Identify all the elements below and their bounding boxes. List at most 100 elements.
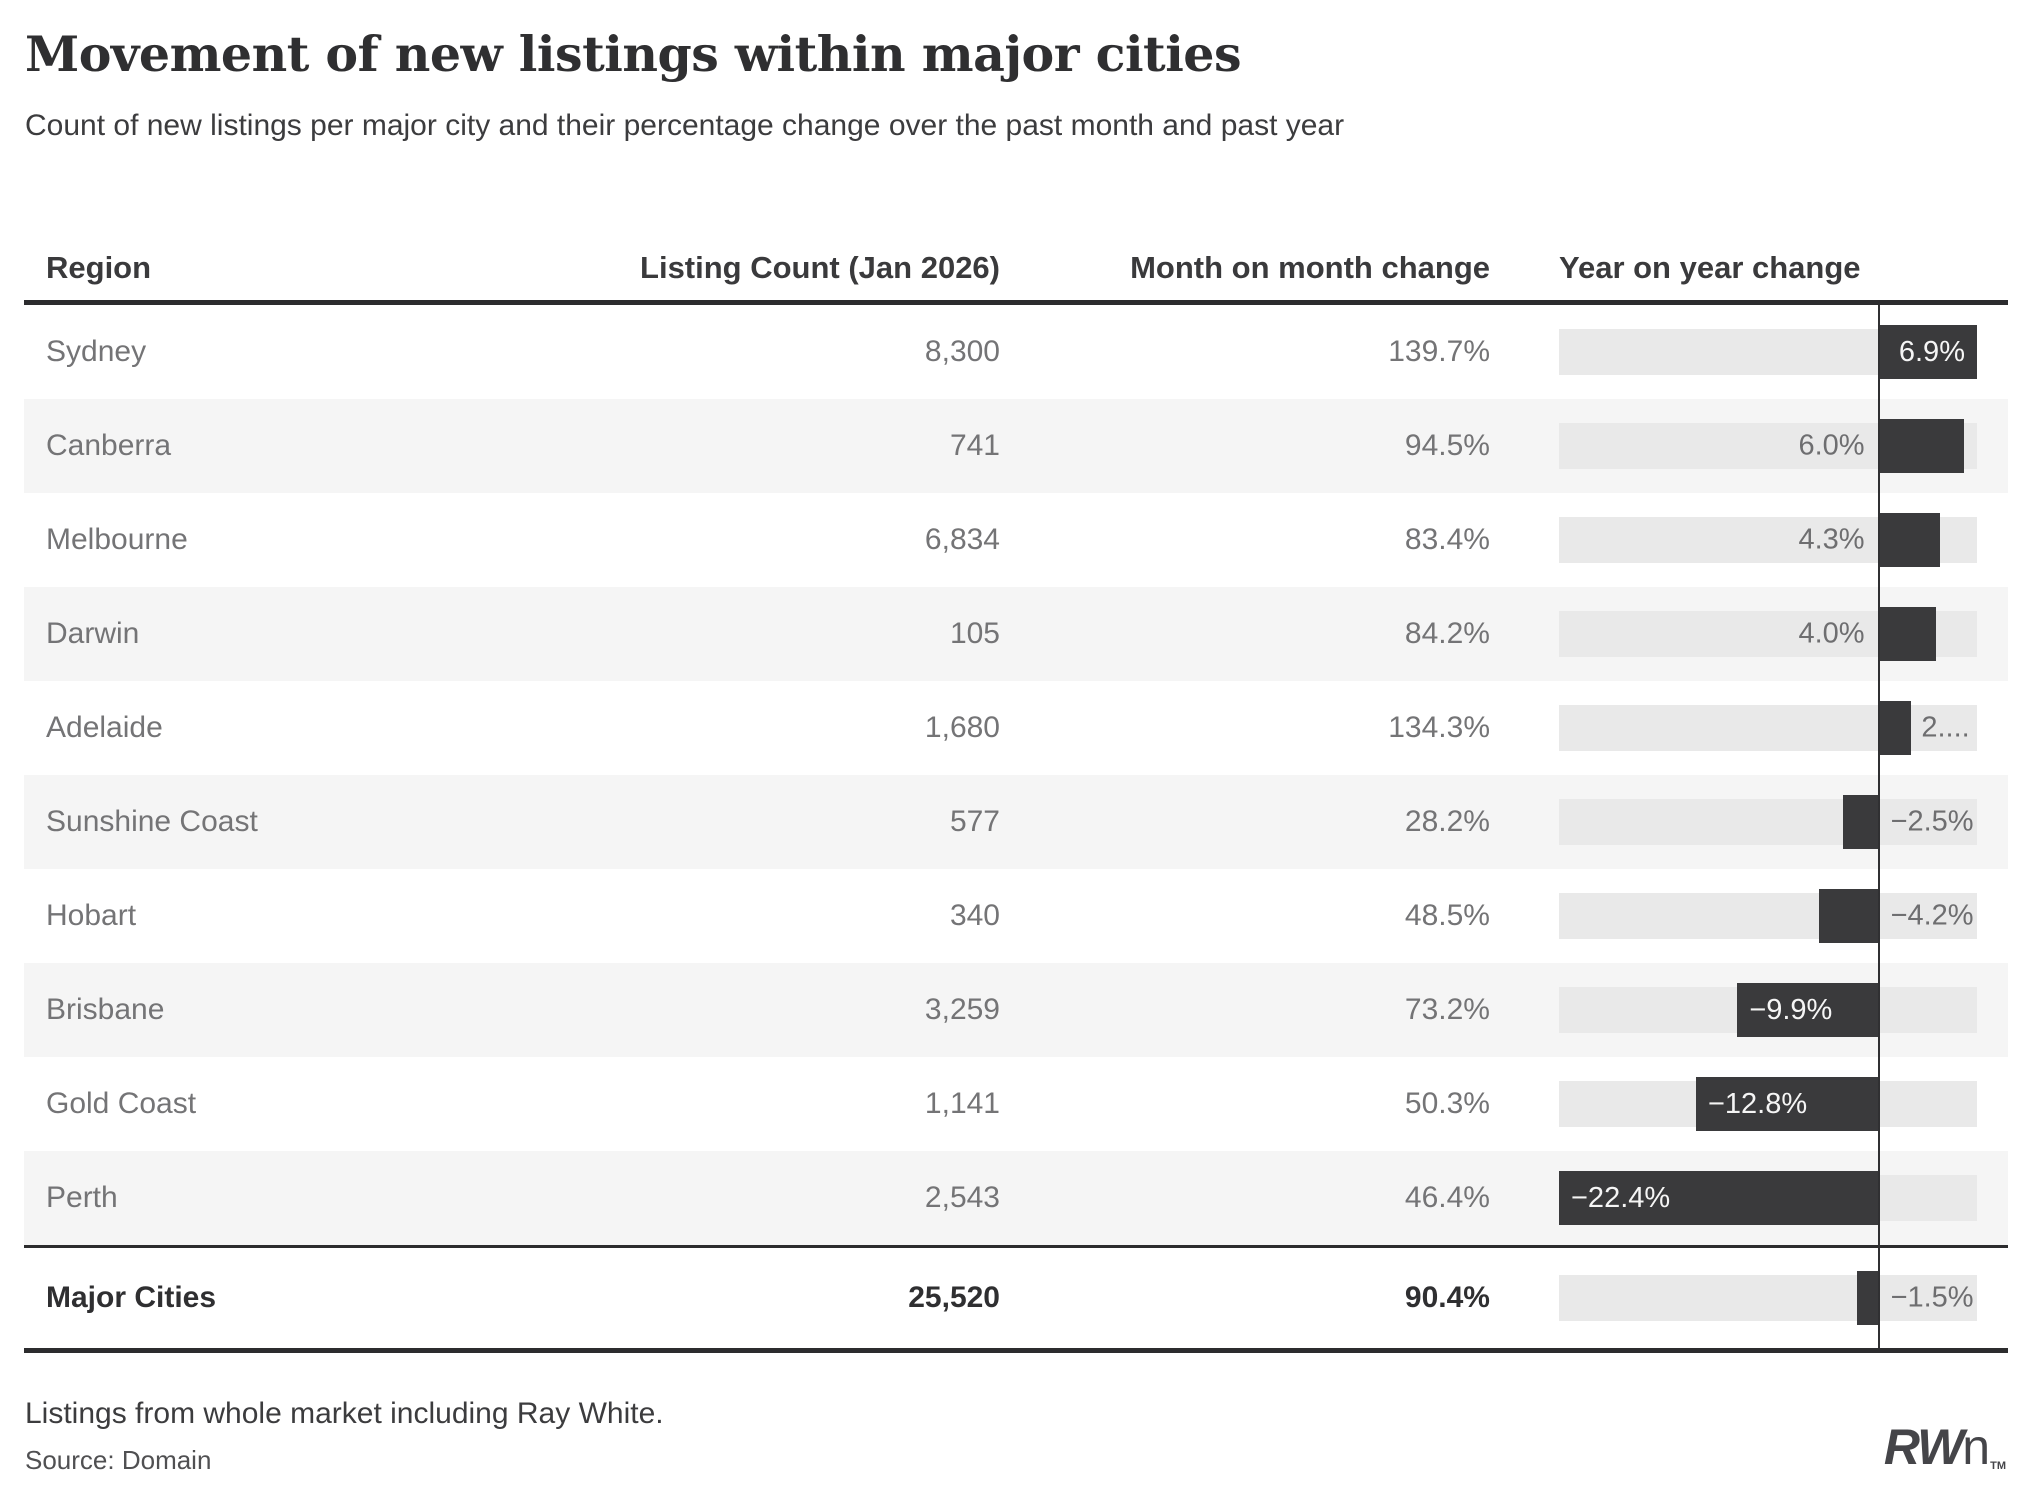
year-change-cell: −9.9% — [1559, 963, 1977, 1057]
zero-axis-line — [1877, 305, 1880, 1349]
yoy-bar — [1842, 795, 1879, 850]
rwn-logo-tm: TM — [1990, 1460, 2006, 1472]
year-change-cell: −12.8% — [1559, 1057, 1977, 1151]
yoy-bar-label: 2.... — [1921, 711, 1970, 744]
yoy-bar: −12.8% — [1695, 1077, 1879, 1132]
month-change-cell: 139.7% — [1388, 335, 1490, 369]
region-cell: Gold Coast — [46, 1087, 197, 1121]
table-row-total: Major Cities 25,520 90.4% −1.5% — [24, 1248, 2008, 1349]
yoy-bar: −22.4% — [1559, 1171, 1879, 1226]
region-cell: Sunshine Coast — [46, 805, 258, 839]
month-change-cell: 73.2% — [1404, 993, 1490, 1027]
year-change-cell: −1.5% — [1559, 1248, 1977, 1348]
region-cell: Perth — [46, 1181, 118, 1215]
table-body: Sydney 8,300 139.7% 6.9% Canberra 741 94.5% 6.0… — [24, 305, 2008, 1349]
table-header-row: Region Listing Count (Jan 2026) Month on… — [24, 244, 2008, 286]
table-row: Sydney 8,300 139.7% 6.9% — [24, 305, 2008, 400]
listings-table: Region Listing Count (Jan 2026) Month on… — [24, 244, 2008, 1354]
region-cell: Melbourne — [46, 523, 188, 557]
header-rule — [24, 300, 2008, 306]
footnote-market: Listings from whole market including Ray… — [25, 1397, 664, 1431]
yoy-bar-label: −9.9% — [1749, 993, 1833, 1026]
yoy-bar-track: −1.5% — [1559, 1271, 1977, 1326]
yoy-bar-label: −22.4% — [1571, 1181, 1671, 1214]
yoy-bar-track: 2.... — [1559, 701, 1977, 756]
rwn-logo: RWnTM — [1884, 1422, 2006, 1472]
footnote-source: Source: Domain — [25, 1445, 212, 1476]
yoy-bar-track: 4.3% — [1559, 513, 1977, 568]
yoy-bar-label: −12.8% — [1707, 1087, 1808, 1120]
region-cell: Adelaide — [46, 711, 163, 745]
page-subtitle: Count of new listings per major city and… — [25, 109, 1345, 143]
year-change-cell: 4.3% — [1559, 493, 1977, 587]
yoy-bar — [1878, 607, 1936, 662]
yoy-bar: −9.9% — [1737, 983, 1879, 1038]
year-change-cell: −2.5% — [1559, 775, 1977, 869]
year-change-cell: −4.2% — [1559, 869, 1977, 963]
yoy-bar — [1857, 1271, 1879, 1326]
table-row: Hobart 340 48.5% −4.2% — [24, 869, 2008, 964]
yoy-bar-label: 4.3% — [1798, 523, 1865, 556]
page-title: Movement of new listings within major ci… — [25, 25, 1242, 83]
region-cell: Darwin — [46, 617, 140, 651]
listing-count-cell: 6,834 — [924, 523, 1000, 557]
listing-count-cell: 2,543 — [924, 1181, 1000, 1215]
listing-count-cell: 1,680 — [924, 711, 1000, 745]
table-row: Sunshine Coast 577 28.2% −2.5% — [24, 775, 2008, 870]
column-header-listing-count: Listing Count (Jan 2026) — [640, 250, 1000, 286]
table-row: Canberra 741 94.5% 6.0% — [24, 399, 2008, 494]
region-cell: Hobart — [46, 899, 137, 933]
region-cell: Brisbane — [46, 993, 165, 1027]
listing-count-cell: 105 — [949, 617, 1000, 651]
yoy-bar — [1818, 889, 1879, 944]
yoy-bar-label: 6.0% — [1798, 429, 1865, 462]
yoy-bar-track: 6.9% — [1559, 325, 1977, 380]
column-header-year-change: Year on year change — [1559, 250, 1861, 286]
region-cell: Major Cities — [46, 1281, 217, 1315]
month-change-cell: 48.5% — [1404, 899, 1490, 933]
yoy-bar-label: −4.2% — [1890, 899, 1974, 932]
month-change-cell: 28.2% — [1404, 805, 1490, 839]
yoy-bar: 6.9% — [1878, 325, 1977, 380]
yoy-bar-label: −2.5% — [1890, 805, 1974, 838]
region-cell: Sydney — [46, 335, 147, 369]
table-row: Melbourne 6,834 83.4% 4.3% — [24, 493, 2008, 588]
rwn-logo-n: n — [1962, 1419, 1991, 1475]
yoy-bar — [1878, 701, 1912, 756]
yoy-bar-track: 4.0% — [1559, 607, 1977, 662]
yoy-bar-label: 6.9% — [1898, 335, 1965, 368]
rwn-logo-rw: RW — [1883, 1419, 1964, 1475]
yoy-bar-track: −22.4% — [1559, 1171, 1977, 1226]
yoy-bar-label: −1.5% — [1890, 1281, 1974, 1314]
listing-count-cell: 741 — [949, 429, 1000, 463]
month-change-cell: 84.2% — [1404, 617, 1490, 651]
month-change-cell: 46.4% — [1404, 1181, 1490, 1215]
region-cell: Canberra — [46, 429, 172, 463]
table-row: Adelaide 1,680 134.3% 2.... — [24, 681, 2008, 776]
table-row: Gold Coast 1,141 50.3% −12.8% — [24, 1057, 2008, 1152]
yoy-bar-track: −9.9% — [1559, 983, 1977, 1038]
year-change-cell: 6.0% — [1559, 399, 1977, 493]
yoy-bar — [1878, 419, 1965, 474]
total-separator-rule — [24, 1245, 2008, 1249]
yoy-bar-track: −2.5% — [1559, 795, 1977, 850]
table-row: Brisbane 3,259 73.2% −9.9% — [24, 963, 2008, 1058]
month-change-cell: 83.4% — [1404, 523, 1490, 557]
year-change-cell: −22.4% — [1559, 1151, 1977, 1245]
yoy-bar-track: −4.2% — [1559, 889, 1977, 944]
year-change-cell: 6.9% — [1559, 305, 1977, 399]
table-row: Perth 2,543 46.4% −22.4% — [24, 1151, 2008, 1246]
month-change-cell: 94.5% — [1404, 429, 1490, 463]
month-change-cell: 90.4% — [1404, 1281, 1490, 1315]
table-row: Darwin 105 84.2% 4.0% — [24, 587, 2008, 682]
year-change-cell: 2.... — [1559, 681, 1977, 775]
listing-count-cell: 25,520 — [908, 1281, 1000, 1315]
listing-count-cell: 577 — [949, 805, 1000, 839]
yoy-bar-track: 6.0% — [1559, 419, 1977, 474]
yoy-bar-track: −12.8% — [1559, 1077, 1977, 1132]
listing-count-cell: 8,300 — [924, 335, 1000, 369]
yoy-bar-label: 4.0% — [1798, 617, 1865, 650]
listing-count-cell: 340 — [949, 899, 1000, 933]
column-header-region: Region — [46, 250, 152, 286]
year-change-cell: 4.0% — [1559, 587, 1977, 681]
